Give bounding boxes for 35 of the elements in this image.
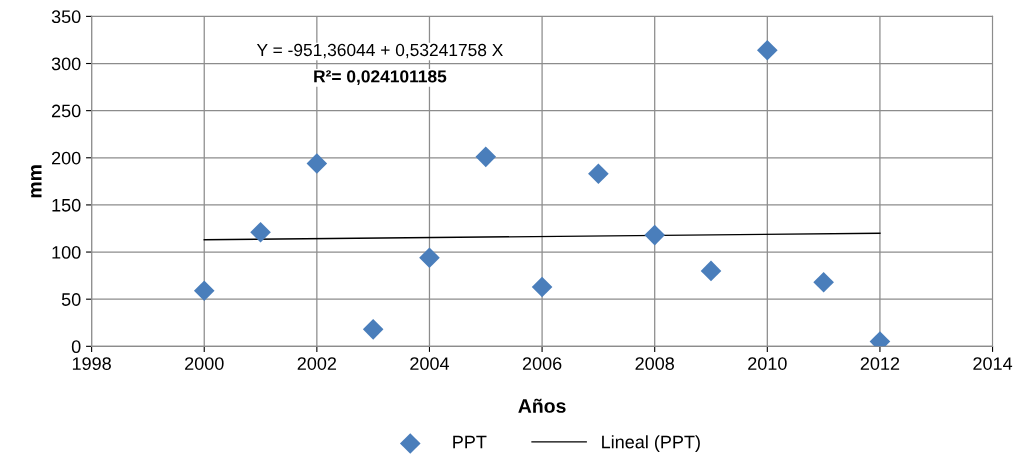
y-tick-label: 100 [52,245,81,259]
point [306,153,328,174]
point [813,271,834,293]
point [588,163,609,185]
x-tick-label: 2014 [973,357,1013,370]
point [362,319,384,340]
x-axis-title: Años [518,398,566,413]
x-tick-label: 2008 [635,357,674,370]
annotation: R²= 0,024101185 [314,70,447,86]
x-tick-label: 2006 [522,357,562,370]
y-tick-label: 300 [51,57,81,71]
y-tick-label: 200 [51,151,81,165]
x-tick-label: 2004 [410,357,450,370]
point [644,224,665,246]
x-tick-label: 1998 [72,357,111,370]
x-tick-label: 2000 [185,357,224,370]
point [475,146,497,168]
y-tick-label: 0 [71,340,81,354]
y-tick-label: 50 [61,293,81,306]
y-tick-label: 250 [51,104,81,118]
legend-label: Lineal (PPT) [602,435,700,452]
y-tick-label: 350 [51,10,81,24]
point [700,260,722,282]
point [757,40,778,61]
point [419,247,440,269]
x-tick-label: 2010 [748,357,787,370]
y-tick-label: 150 [52,198,81,212]
point [250,221,271,243]
x-tick-label: 2002 [297,357,337,370]
y-axis-title: mm [31,165,42,198]
point [531,276,553,298]
annotation: Y = -951,36044 + 0,53241758 X [256,43,503,59]
x-tick-label: 2012 [860,357,900,370]
legend-label: PPT [453,435,487,449]
point [193,280,215,301]
